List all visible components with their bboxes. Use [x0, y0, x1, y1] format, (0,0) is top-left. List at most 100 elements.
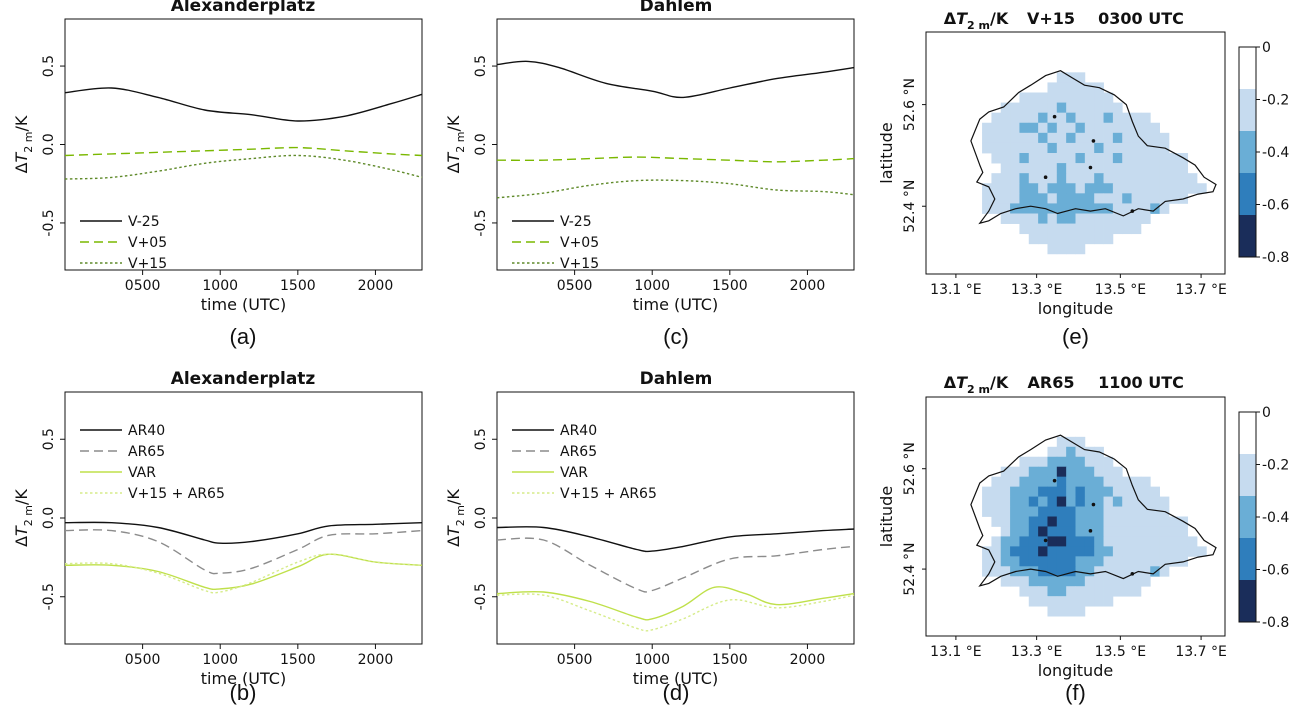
- heatmap-cell: [1028, 506, 1039, 517]
- heatmap-cell: [1028, 496, 1039, 507]
- y-tick-label: -0.5: [41, 209, 57, 236]
- heatmap-cell: [1112, 132, 1123, 144]
- heatmap-cell: [1047, 546, 1058, 557]
- heatmap-cell: [1000, 183, 1011, 194]
- heatmap-cell: [991, 496, 1002, 507]
- heatmap-cell: [1075, 466, 1086, 478]
- heatmap-cell: [1084, 486, 1095, 497]
- heatmap-cell: [1122, 203, 1132, 214]
- heatmap-cell: [1056, 213, 1067, 224]
- heatmap-cell: [1038, 153, 1048, 164]
- heatmap-cell: [1103, 506, 1114, 517]
- heatmap-cell: [1028, 456, 1039, 468]
- heatmap-cell: [1178, 546, 1189, 557]
- heatmap-cell: [1103, 112, 1114, 124]
- heatmap-cell: [1131, 163, 1142, 174]
- heatmap-cell: [1028, 142, 1039, 154]
- heatmap-cell: [1056, 72, 1067, 83]
- heatmap-cell: [1112, 476, 1123, 488]
- colorbar-tick-label: -0.2: [1262, 93, 1289, 109]
- map-title-variable: ΔT2 m/K: [944, 373, 1009, 396]
- heatmap-cell: [1112, 466, 1123, 478]
- heatmap-cell: [1000, 516, 1011, 527]
- heatmap-cell: [1019, 223, 1030, 235]
- heatmap-cell: [1075, 193, 1086, 204]
- heatmap-cell: [1168, 546, 1179, 557]
- heatmap-cell: [1038, 556, 1048, 567]
- heatmap-cell: [1103, 456, 1114, 468]
- heatmap-cell: [1056, 486, 1067, 497]
- heatmap-cell: [1019, 516, 1030, 527]
- station-marker: [1091, 502, 1096, 507]
- series-line-v-15: [496, 179, 855, 199]
- heatmap-cell: [1056, 596, 1067, 607]
- heatmap-cell: [1038, 596, 1048, 607]
- heatmap-cell: [1094, 466, 1104, 478]
- heatmap-cell: [1010, 556, 1020, 567]
- heatmap-cell: [1038, 233, 1048, 245]
- panel-label: (b): [230, 680, 257, 705]
- heatmap-cell: [1028, 122, 1039, 134]
- heatmap-cell: [1000, 496, 1011, 507]
- heatmap-cell: [1084, 476, 1095, 488]
- heatmap-cell: [1000, 576, 1011, 587]
- heatmap-cell: [1094, 213, 1104, 224]
- heatmap-cell: [1028, 466, 1039, 478]
- heatmap-cell: [1047, 112, 1058, 124]
- heatmap-cell: [1019, 576, 1030, 587]
- heatmap-cell: [1038, 546, 1048, 557]
- heatmap-cell: [1047, 576, 1058, 587]
- heatmap-cell: [1150, 496, 1160, 507]
- heatmap-cell: [1094, 506, 1104, 517]
- heatmap-cell: [1019, 546, 1030, 557]
- heatmap-cell: [1075, 556, 1086, 567]
- heatmap-cell: [1159, 153, 1170, 164]
- series-line-ar40: [64, 521, 423, 545]
- heatmap-cell: [1047, 536, 1058, 547]
- heatmap-cell: [1084, 576, 1095, 587]
- heatmap-cell: [1150, 193, 1160, 204]
- heatmap-cell: [1122, 506, 1132, 517]
- heatmap-cell: [991, 193, 1002, 204]
- y-tick-label: -0.5: [473, 209, 489, 236]
- heatmap-cell: [1010, 516, 1020, 527]
- colorbar-segment: [1239, 538, 1256, 580]
- heatmap-cell: [1047, 496, 1058, 507]
- heatmap-cell: [1000, 203, 1011, 214]
- heatmap-cell: [1131, 536, 1142, 547]
- heatmap-cell: [1075, 606, 1086, 617]
- heatmap-cell: [1047, 606, 1058, 617]
- heatmap-cell: [1094, 496, 1104, 507]
- heatmap-cell: [1168, 173, 1179, 184]
- heatmap-cell: [1094, 596, 1104, 607]
- colorbar-tick-label: -0.4: [1262, 145, 1289, 161]
- heatmap-cell: [1010, 536, 1020, 547]
- colorbar-tick-label: -0.2: [1262, 458, 1289, 474]
- heatmap-cell: [1056, 193, 1067, 204]
- heatmap-cell: [1075, 446, 1086, 458]
- heatmap-cell: [1019, 466, 1030, 478]
- heatmap-cell: [1010, 112, 1020, 124]
- y-tick-label: 0.5: [473, 55, 489, 77]
- heatmap-cell: [1112, 566, 1123, 577]
- heatmap-cell: [1140, 526, 1151, 537]
- heatmap-cell: [1084, 233, 1095, 245]
- heatmap-cell: [1075, 82, 1086, 93]
- heatmap-cell: [1000, 163, 1011, 174]
- heatmap-cell: [1112, 536, 1123, 547]
- heatmap-cell: [1028, 516, 1039, 527]
- heatmap-cell: [1178, 183, 1189, 194]
- x-axis-label: longitude: [1038, 661, 1113, 680]
- heatmap-cell: [1094, 132, 1104, 144]
- heatmap-cell: [1075, 173, 1086, 184]
- heatmap-cell: [1075, 183, 1086, 194]
- heatmap-cell: [1094, 566, 1104, 577]
- heatmap-cell: [1094, 173, 1104, 184]
- heatmap-cell: [1150, 163, 1160, 174]
- heatmap-cell: [991, 536, 1002, 547]
- heatmap-cell: [1019, 556, 1030, 567]
- heatmap-cell: [1103, 173, 1114, 184]
- map-title-experiment: V+15: [1027, 9, 1075, 28]
- map-title-time: 1100 UTC: [1098, 373, 1184, 392]
- heatmap-cell: [1066, 102, 1076, 114]
